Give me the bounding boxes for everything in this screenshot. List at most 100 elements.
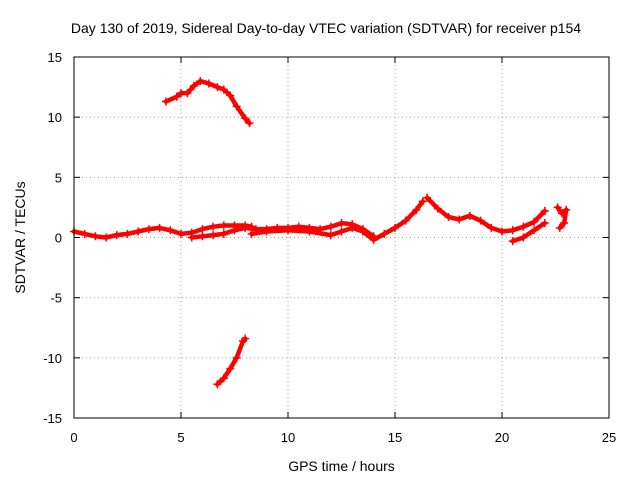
data-point bbox=[177, 229, 185, 238]
data-point bbox=[91, 232, 100, 241]
data-point bbox=[172, 92, 181, 101]
data-point bbox=[155, 223, 164, 232]
data-point bbox=[232, 353, 241, 362]
series-arc-main-4 bbox=[424, 195, 548, 234]
y-tick-label: 15 bbox=[48, 50, 62, 65]
y-tick-label: -5 bbox=[50, 291, 62, 306]
data-point bbox=[209, 222, 218, 231]
series-arc-main-3 bbox=[249, 199, 426, 243]
data-point bbox=[245, 119, 254, 128]
y-tick-label: 0 bbox=[55, 231, 62, 246]
data-point bbox=[230, 226, 239, 235]
data-point bbox=[187, 233, 196, 242]
data-point bbox=[423, 193, 432, 202]
data-point bbox=[232, 102, 241, 111]
x-tick-label: 20 bbox=[495, 430, 509, 445]
data-point bbox=[134, 227, 143, 236]
data-point bbox=[369, 235, 378, 244]
data-point bbox=[144, 225, 153, 234]
data-point bbox=[226, 91, 235, 100]
data-point bbox=[465, 211, 474, 220]
data-point bbox=[196, 77, 205, 86]
series-markers-arc-main-4 bbox=[423, 193, 549, 236]
y-tick-label: 10 bbox=[48, 110, 62, 125]
data-point bbox=[241, 223, 250, 232]
data-point bbox=[80, 229, 89, 238]
data-point bbox=[189, 81, 198, 90]
series-markers-arc-main-5 bbox=[508, 219, 549, 246]
data-point bbox=[219, 374, 228, 383]
y-tick-label: 5 bbox=[55, 170, 62, 185]
data-point bbox=[219, 221, 228, 230]
x-axis-label: GPS time / hours bbox=[288, 458, 395, 474]
x-tick-label: 10 bbox=[281, 430, 295, 445]
data-point bbox=[247, 229, 256, 238]
data-series bbox=[70, 77, 571, 389]
chart-title: Day 130 of 2019, Sidereal Day-to-day VTE… bbox=[71, 20, 581, 36]
data-point bbox=[487, 223, 496, 232]
data-point bbox=[123, 229, 132, 238]
series-markers-arc-main-3 bbox=[247, 197, 427, 244]
grid-lines bbox=[74, 57, 609, 418]
axis-ticks: 0 5 10 15 20 25 -15 -10 -5 0 5 10 15 bbox=[43, 50, 616, 445]
x-tick-label: 15 bbox=[388, 430, 402, 445]
data-point bbox=[401, 216, 410, 225]
data-point bbox=[433, 204, 442, 213]
data-point bbox=[444, 213, 453, 222]
data-point bbox=[326, 222, 335, 231]
data-point bbox=[204, 79, 213, 88]
data-point bbox=[241, 114, 250, 123]
data-point bbox=[358, 227, 367, 236]
data-point bbox=[337, 219, 346, 228]
data-point bbox=[418, 197, 427, 206]
data-point bbox=[553, 203, 562, 212]
data-point bbox=[555, 223, 564, 232]
series-markers-arc-high bbox=[162, 77, 254, 128]
data-point bbox=[198, 232, 207, 241]
data-point bbox=[209, 231, 218, 240]
data-point bbox=[241, 334, 250, 343]
series-markers-arc-low bbox=[213, 334, 250, 389]
data-point bbox=[455, 215, 464, 224]
data-point bbox=[557, 209, 566, 218]
data-point bbox=[562, 205, 571, 214]
data-point bbox=[213, 380, 222, 389]
data-point bbox=[112, 231, 121, 240]
y-tick-label: -10 bbox=[43, 351, 62, 366]
x-tick-label: 25 bbox=[602, 430, 616, 445]
data-point bbox=[540, 207, 549, 216]
data-point bbox=[380, 229, 389, 238]
series-markers-arc-main-6 bbox=[553, 203, 571, 232]
x-tick-label: 0 bbox=[70, 430, 77, 445]
data-point bbox=[166, 226, 175, 235]
data-point bbox=[498, 227, 506, 236]
series-arc-main-5 bbox=[510, 220, 548, 244]
data-point bbox=[519, 222, 528, 231]
data-point bbox=[219, 229, 228, 238]
data-point bbox=[508, 237, 517, 246]
data-point bbox=[508, 226, 517, 235]
data-point bbox=[540, 219, 549, 228]
y-axis-label: SDTVAR / TECUs bbox=[12, 181, 28, 293]
data-point bbox=[198, 225, 207, 234]
data-point bbox=[262, 227, 271, 236]
data-point bbox=[102, 233, 111, 242]
data-point bbox=[530, 226, 539, 235]
data-point bbox=[162, 97, 171, 106]
series-arc-low bbox=[215, 336, 248, 387]
data-point bbox=[348, 223, 357, 232]
data-point bbox=[412, 205, 421, 214]
data-point bbox=[219, 85, 228, 94]
data-point bbox=[183, 89, 192, 98]
data-point bbox=[284, 226, 292, 235]
data-point bbox=[391, 223, 399, 232]
data-point bbox=[560, 219, 569, 228]
data-point bbox=[476, 216, 485, 225]
data-point bbox=[226, 364, 235, 373]
data-point bbox=[213, 83, 222, 92]
data-point bbox=[326, 231, 335, 240]
data-point bbox=[337, 227, 346, 236]
data-point bbox=[305, 227, 314, 236]
x-tick-label: 5 bbox=[177, 430, 184, 445]
